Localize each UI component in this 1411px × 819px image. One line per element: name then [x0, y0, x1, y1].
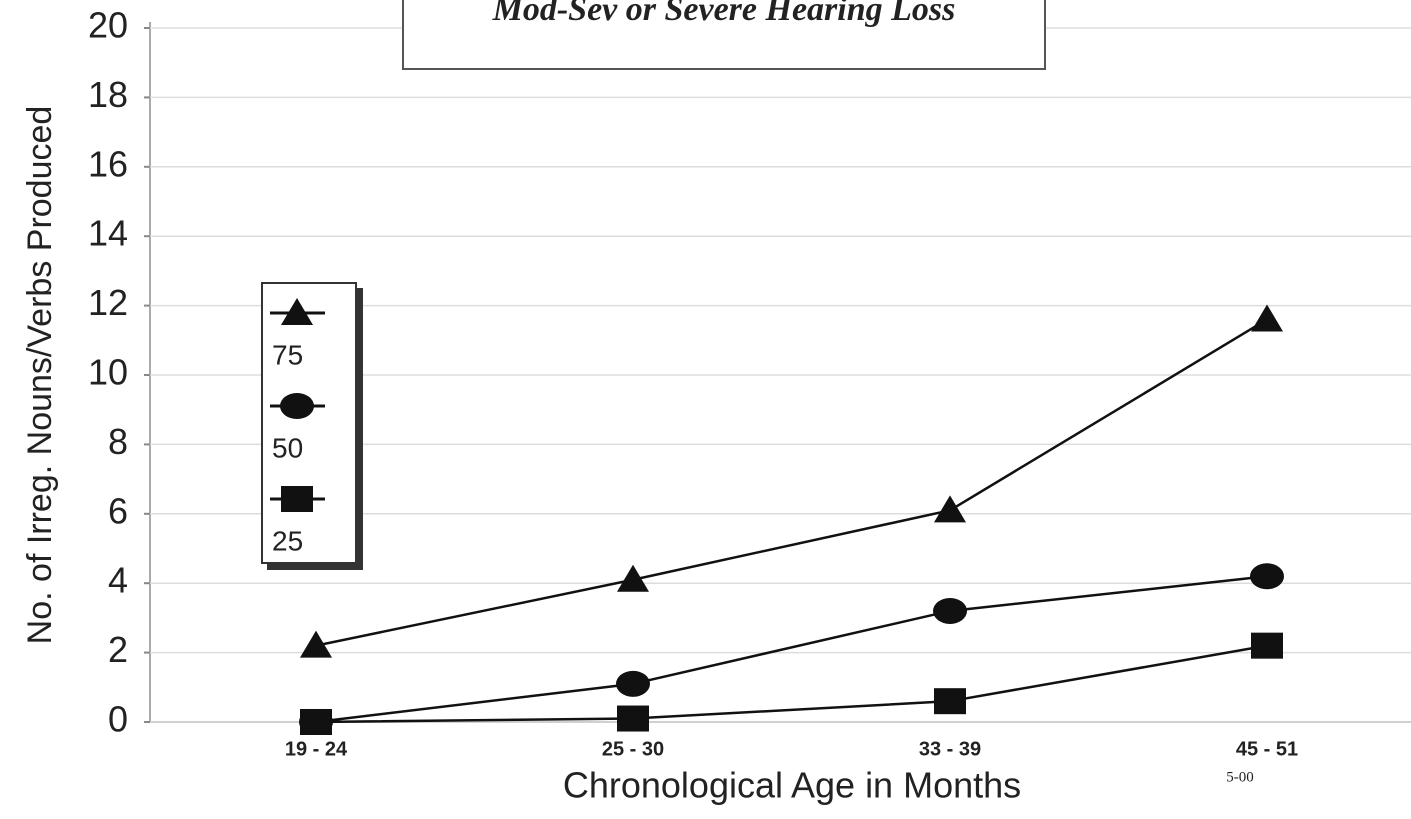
y-tick-label: 2 — [108, 629, 128, 670]
data-point — [617, 705, 649, 732]
y-tick-label: 8 — [108, 421, 128, 462]
legend-marker — [280, 393, 314, 419]
y-axis-label: No. of Irreg. Nouns/Verbs Produced — [21, 106, 59, 645]
legend-label: 75 — [272, 339, 303, 370]
legend — [261, 282, 357, 564]
y-tick-label: 20 — [88, 5, 128, 46]
legend-label: 50 — [272, 432, 303, 463]
series-line — [315, 575, 1268, 724]
y-tick-label: 12 — [88, 282, 128, 323]
y-tick-label: 0 — [108, 699, 128, 740]
series-line — [315, 644, 1268, 724]
x-tick-label: 25 - 30 — [602, 738, 664, 760]
data-point — [1251, 632, 1283, 659]
series-line — [315, 318, 1268, 647]
x-tick-label: 33 - 39 — [919, 738, 981, 760]
y-tick-label: 10 — [88, 352, 128, 393]
x-tick-label: 19 - 24 — [285, 738, 348, 760]
legend-label: 25 — [272, 525, 303, 556]
title-box — [402, 0, 1046, 70]
y-tick-label: 4 — [108, 560, 128, 601]
data-point — [1250, 563, 1284, 590]
legend-marker — [281, 486, 313, 512]
data-point — [617, 564, 649, 592]
y-tick-label: 14 — [88, 213, 128, 254]
data-point — [934, 495, 966, 523]
data-point — [616, 670, 650, 697]
y-tick-label: 16 — [88, 143, 128, 184]
annotation: 5-00 — [1226, 769, 1254, 785]
data-point — [934, 688, 966, 715]
data-point — [300, 709, 332, 735]
data-point — [300, 630, 332, 658]
data-point — [933, 597, 967, 624]
x-axis-label: Chronological Age in Months — [563, 765, 1021, 806]
legend-marker — [281, 298, 313, 325]
x-tick-label: 45 - 51 — [1236, 738, 1298, 760]
plot: 75 50 25 — [270, 298, 1284, 735]
chart-title: Mod-Sev or Severe Hearing Loss — [492, 0, 956, 28]
y-tick-label: 6 — [108, 490, 128, 531]
y-tick-label: 18 — [88, 74, 128, 115]
data-point — [1251, 304, 1283, 332]
